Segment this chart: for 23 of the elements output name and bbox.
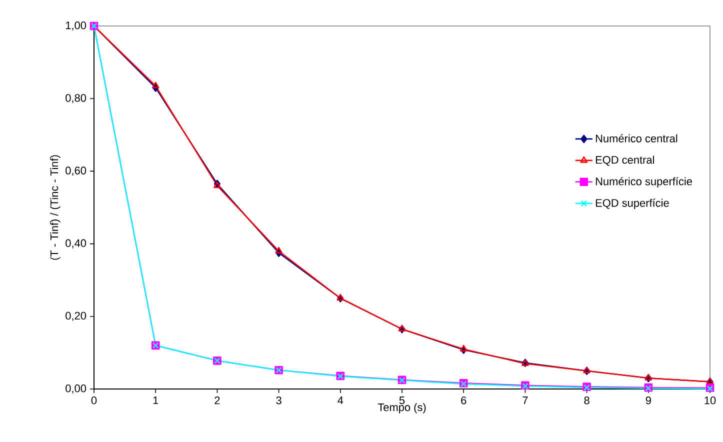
x-tick-label: 0 xyxy=(91,396,97,404)
x-tick-label: 9 xyxy=(646,396,651,404)
y-tick-label: 0,40 xyxy=(66,239,86,248)
x-tick-label: 4 xyxy=(338,396,344,404)
y-tick-label: 0,00 xyxy=(66,384,86,394)
legend-label: EQD central xyxy=(596,156,654,166)
y-tick-label: 1,00 xyxy=(66,21,86,31)
legend-label: Numérico superfície xyxy=(596,177,692,188)
y-tick-label: 0,80 xyxy=(66,94,86,104)
y-tick-label: 0,60 xyxy=(66,166,86,176)
x-tick-label: 8 xyxy=(584,396,590,404)
legend-label: EQD superfície xyxy=(596,198,669,210)
legend-label: Numérico central xyxy=(596,134,678,142)
x-tick-label: 1 xyxy=(153,396,158,404)
x-tick-label: 3 xyxy=(276,396,282,404)
x-axis-title: Tempo (s) xyxy=(378,403,426,414)
x-tick-label: 7 xyxy=(522,396,528,404)
x-tick-label: 5 xyxy=(399,396,405,404)
x-tick-label: 10 xyxy=(704,396,716,404)
x-tick-label: 6 xyxy=(461,396,466,404)
y-tick-label: 0,20 xyxy=(66,312,86,321)
x-tick-label: 2 xyxy=(214,396,220,404)
y-axis-title: (T - Tinf) / (Tinc - Tinf) xyxy=(50,155,60,260)
